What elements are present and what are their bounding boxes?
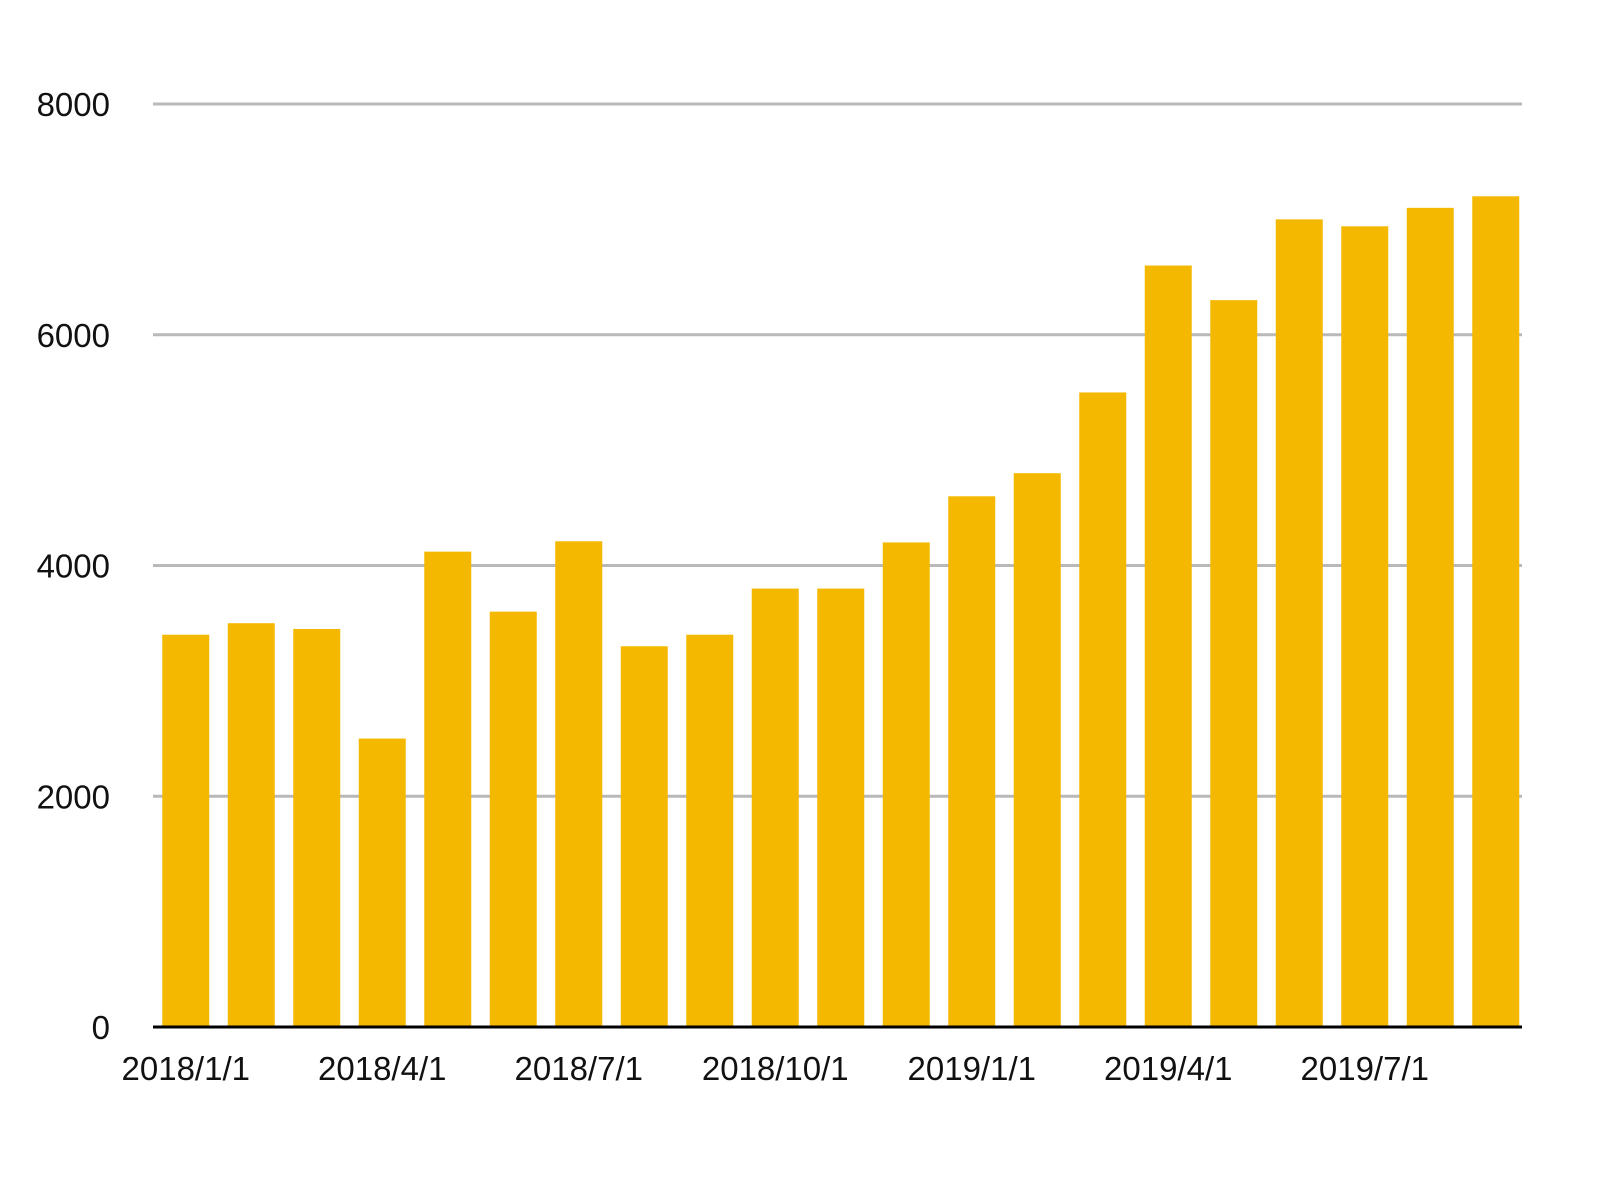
bar-2019/4/1 <box>1144 265 1192 1027</box>
y-tick-label: 4000 <box>37 548 110 585</box>
y-tick-label: 6000 <box>37 317 110 354</box>
bar-2018/6/1 <box>489 611 537 1027</box>
bar-2019/1/1 <box>948 496 996 1027</box>
bar-2018/11/1 <box>817 588 865 1027</box>
bar-2018/12/1 <box>882 542 930 1027</box>
bar-2019/5/1 <box>1210 300 1258 1027</box>
bar-2018/9/1 <box>686 634 734 1027</box>
bar-2018/1/1 <box>162 634 210 1027</box>
bar-2018/8/1 <box>620 646 668 1027</box>
bar-2018/5/1 <box>424 551 472 1027</box>
x-axis-tick-labels: 2018/1/1 2018/4/1 2018/7/1 2018/10/1 2019/1/… <box>122 1050 1429 1087</box>
y-tick-label: 2000 <box>37 778 110 815</box>
x-tick-label: 2018/7/1 <box>515 1050 643 1087</box>
bar-2018/10/1 <box>751 588 799 1027</box>
bar-2019/9/1 <box>1472 196 1520 1028</box>
x-tick-label: 2019/4/1 <box>1104 1050 1232 1087</box>
x-tick-label: 2018/1/1 <box>122 1050 250 1087</box>
x-tick-label: 2019/1/1 <box>908 1050 1036 1087</box>
bar-2019/7/1 <box>1341 226 1389 1028</box>
y-tick-label: 0 <box>92 1009 110 1046</box>
bar-2019/6/1 <box>1275 219 1323 1028</box>
x-tick-label: 2018/4/1 <box>318 1050 446 1087</box>
bars <box>162 196 1520 1028</box>
x-tick-label: 2019/7/1 <box>1301 1050 1429 1087</box>
y-axis-tick-labels: 0 2000 4000 6000 8000 <box>37 86 110 1046</box>
bar-2019/8/1 <box>1406 207 1454 1028</box>
bar-2018/2/1 <box>227 623 275 1027</box>
y-tick-label: 8000 <box>37 86 110 123</box>
bar-2018/4/1 <box>358 738 406 1027</box>
bar-2019/3/1 <box>1079 392 1127 1027</box>
bar-2018/7/1 <box>555 541 603 1027</box>
bar-2019/2/1 <box>1013 473 1061 1027</box>
x-tick-label: 2018/10/1 <box>702 1050 849 1087</box>
bar-2018/3/1 <box>293 628 341 1027</box>
